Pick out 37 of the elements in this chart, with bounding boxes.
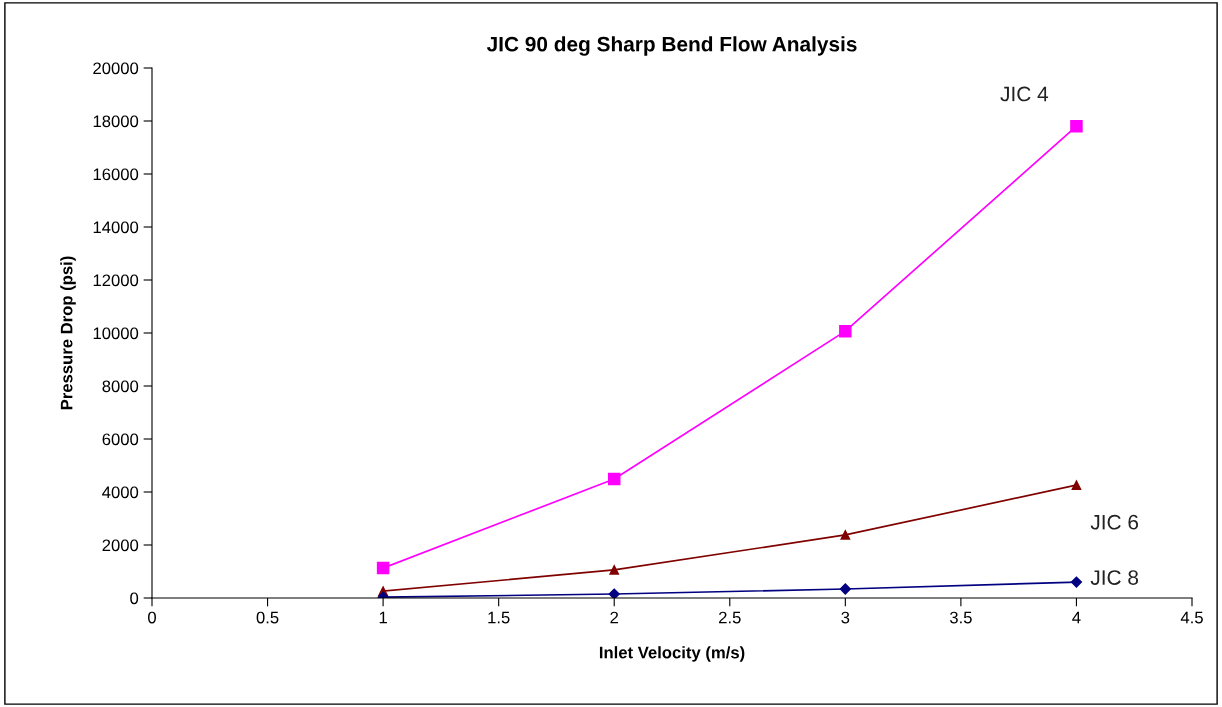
x-tick-label: 2 [610, 611, 619, 624]
series-label: JIC 6 [1090, 514, 1139, 530]
x-tick-label: 4.5 [1180, 611, 1203, 624]
x-tick-label: 4 [1072, 611, 1081, 624]
point [839, 583, 851, 595]
x-tick-label: 2.5 [719, 611, 741, 624]
x-tick-label: 3 [841, 611, 850, 624]
chart-title: JIC 90 deg Sharp Bend Flow Analysis [486, 36, 857, 56]
point [1071, 480, 1082, 490]
x-tick-label: 0.5 [256, 611, 279, 624]
series-label: JIC 4 [1000, 86, 1049, 102]
y-tick-label: 10000 [93, 327, 139, 340]
y-tick-label: 12000 [93, 274, 139, 287]
y-tick-label: 8000 [102, 380, 139, 393]
x-tick-label: 0 [148, 611, 156, 624]
point [607, 472, 621, 486]
point [840, 530, 851, 540]
x-axis-title: Inlet Velocity (m/s) [599, 646, 745, 662]
x-tick-label: 1.5 [488, 611, 510, 624]
point [608, 588, 620, 598]
x-tick-label: 3.5 [949, 611, 972, 624]
point [839, 324, 852, 338]
y-tick-label: 20000 [93, 62, 139, 75]
y-axis-title: Pressure Drop (psi) [60, 256, 76, 410]
y-tick-label: 14000 [93, 221, 139, 234]
y-tick-label: 6000 [102, 433, 139, 446]
x-tick-label: 1 [379, 611, 387, 624]
y-tick-label: 16000 [93, 168, 139, 181]
series-label: JIC 8 [1090, 570, 1139, 585]
point [376, 561, 390, 575]
y-tick-label: 2000 [102, 539, 139, 552]
point [1070, 120, 1083, 133]
point [1070, 576, 1083, 588]
y-tick-label: 18000 [93, 115, 139, 128]
y-tick-label: 4000 [102, 486, 139, 499]
point [609, 565, 620, 575]
y-tick-label: 0 [130, 592, 139, 605]
